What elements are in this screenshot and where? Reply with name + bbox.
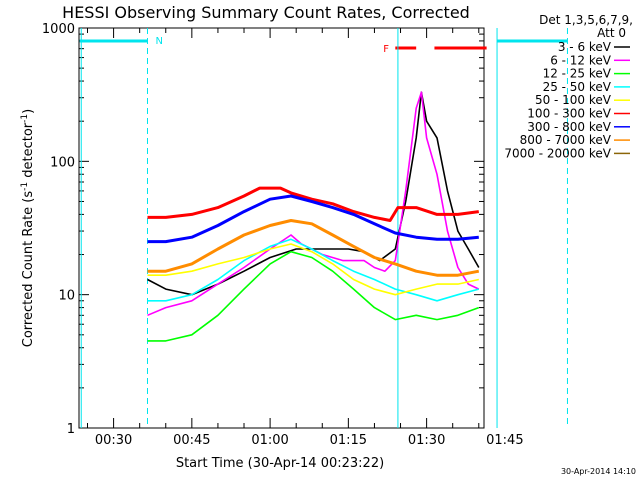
series-line-5 — [147, 186, 479, 222]
y-axis-label-main: Corrected Count Rate (s — [21, 191, 36, 348]
x-tick-label: 01:00 — [251, 433, 288, 448]
x-tick-label: 01:45 — [486, 433, 523, 448]
legend-label: 300 - 800 keV — [527, 120, 611, 134]
x-axis: 00:30 00:45 01:00 01:15 01:30 01:45 — [87, 28, 524, 448]
flare-flag-label: F — [383, 44, 389, 55]
legend-label: 6 - 12 keV — [550, 53, 612, 67]
night-flag-label: N — [155, 36, 162, 47]
y-axis-label-tail: detector — [21, 122, 36, 182]
legend-label: 3 - 6 keV — [558, 40, 612, 54]
flag-markers: NF — [79, 28, 568, 428]
y-tick-label: 1000 — [42, 22, 75, 37]
series-line-3 — [147, 238, 480, 302]
timestamp: 30-Apr-2014 14:10 — [561, 467, 636, 476]
y-axis-label-close: ) — [21, 109, 36, 114]
y-tick-label: 10 — [58, 289, 75, 304]
series-line-6 — [147, 194, 479, 244]
series-line-0 — [147, 91, 480, 296]
legend-label: 800 - 7000 keV — [520, 133, 612, 147]
chart-title: HESSI Observing Summary Count Rates, Cor… — [62, 3, 470, 22]
y-axis-label-sup2: -1 — [20, 114, 30, 123]
plot-frame — [78, 27, 485, 429]
legend-label: 12 - 25 keV — [543, 67, 612, 81]
x-tick-label: 01:30 — [408, 433, 445, 448]
series-line-4 — [147, 243, 479, 296]
legend-label: 50 - 100 keV — [535, 93, 612, 107]
series-line-7 — [147, 219, 480, 277]
series-line-2 — [147, 250, 480, 342]
plot-area: 1 10 100 1000 00:30 00:45 01:00 01:15 01:30 01:4… — [42, 22, 568, 448]
legend-header-1: Det 1,3,5,6,7,9, — [539, 13, 633, 27]
y-tick-label: 1 — [67, 422, 75, 437]
series-layer — [147, 91, 480, 342]
legend-label: 100 - 300 keV — [527, 107, 611, 121]
legend-label: 7000 - 20000 keV — [504, 146, 611, 160]
x-tick-label: 00:30 — [95, 433, 132, 448]
legend-label: 25 - 50 keV — [543, 80, 612, 94]
y-axis-label-sup: -1 — [20, 182, 30, 191]
y-tick-label: 100 — [50, 155, 75, 170]
legend-header-2: Att 0 — [597, 26, 626, 40]
x-tick-label: 01:15 — [330, 433, 367, 448]
x-axis-label: Start Time (30-Apr-14 00:23:22) — [176, 456, 384, 471]
y-axis-label: Corrected Count Rate (s-1 detector-1) — [20, 109, 36, 347]
x-tick-label: 00:45 — [173, 433, 210, 448]
series-line-1 — [147, 91, 480, 317]
